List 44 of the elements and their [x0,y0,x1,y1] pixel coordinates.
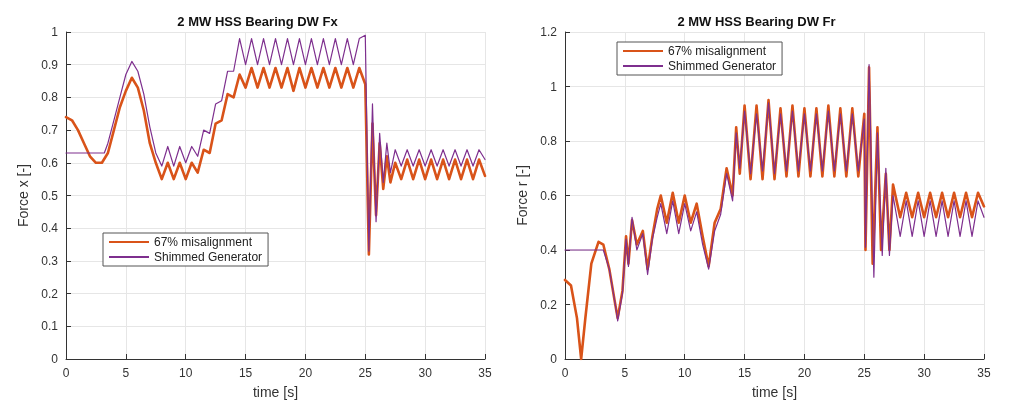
chart-title: 2 MW HSS Bearing DW Fr [677,14,836,29]
x-tick-label: 10 [179,366,193,380]
y-tick-label: 0.2 [540,297,558,312]
y-tick-label: 0.5 [41,188,59,203]
y-tick-label: 0.3 [41,253,59,268]
legend-label: Shimmed Generator [668,59,777,73]
x-tick-label: 15 [737,366,752,380]
y-axis-title: Force r [-] [514,165,530,226]
y-tick-label: 1 [51,25,59,39]
y-tick-label: 0.4 [540,243,558,257]
x-tick-label: 0 [561,366,569,380]
y-tick-label: 1.2 [540,25,558,39]
y-tick-label: 0.4 [41,221,59,236]
y-tick-label: 0.2 [41,286,59,301]
y-tick-label: 0.8 [540,134,558,148]
x-axis-title: time [s] [751,384,798,400]
x-tick-label: 25 [857,366,872,380]
x-tick-label: 25 [358,366,373,380]
x-tick-label: 30 [917,366,932,380]
x-tick-label: 15 [238,366,253,380]
x-tick-label: 10 [678,366,692,380]
y-tick-label: 0.8 [41,90,59,105]
x-tick-label: 30 [418,366,433,380]
legend-label: Shimmed Generator [154,250,263,264]
legend-label: 67% misalignment [154,235,253,249]
x-tick-label: 35 [977,366,991,380]
y-tick-label: 0 [550,352,558,366]
chart-title: 2 MW HSS Bearing DW Fx [177,14,339,29]
x-tick-label: 5 [621,366,629,380]
y-tick-label: 0.9 [41,57,59,72]
y-tick-label: 0.6 [540,188,558,203]
y-tick-label: 0.7 [41,123,59,138]
x-tick-label: 5 [122,366,130,380]
y-tick-label: 0.6 [41,155,59,170]
x-tick-label: 35 [478,366,492,380]
y-tick-label: 1 [550,79,558,94]
y-axis-title: Force x [-] [15,163,31,228]
y-tick-label: 0 [51,352,59,366]
legend-label: 67% misalignment [668,44,767,58]
x-axis-title: time [s] [252,384,299,400]
y-tick-label: 0.1 [41,319,59,334]
x-tick-label: 20 [797,366,812,380]
x-tick-label: 20 [298,366,313,380]
x-tick-label: 0 [62,366,70,380]
